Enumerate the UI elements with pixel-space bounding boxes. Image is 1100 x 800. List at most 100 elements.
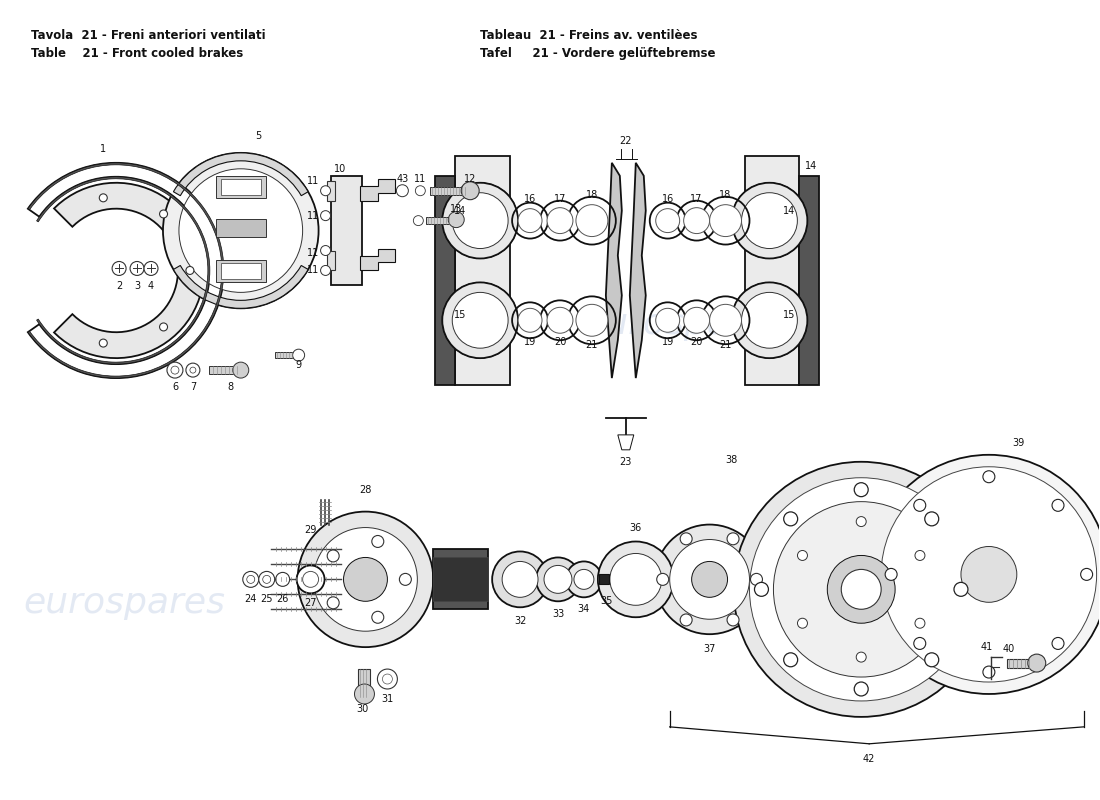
Ellipse shape [656, 209, 680, 233]
Circle shape [502, 562, 538, 598]
Ellipse shape [246, 575, 255, 583]
Ellipse shape [518, 209, 542, 233]
Text: 11: 11 [415, 174, 427, 184]
Circle shape [783, 653, 798, 666]
Bar [598, 574, 609, 584]
Text: 42: 42 [864, 754, 876, 764]
Text: 15: 15 [783, 310, 795, 320]
Circle shape [99, 339, 108, 347]
Ellipse shape [302, 571, 319, 587]
Text: 39: 39 [1013, 438, 1025, 448]
Text: 10: 10 [334, 164, 346, 174]
Bar [433, 550, 488, 610]
Circle shape [160, 323, 167, 331]
Circle shape [755, 582, 769, 596]
Bar [209, 366, 241, 374]
Text: 14: 14 [454, 206, 466, 216]
Ellipse shape [710, 205, 741, 237]
Ellipse shape [452, 193, 508, 249]
Text: 16: 16 [524, 194, 536, 204]
Ellipse shape [320, 186, 331, 196]
Text: 43: 43 [396, 174, 408, 184]
Circle shape [855, 482, 868, 497]
Bar [436, 176, 455, 385]
Circle shape [1052, 638, 1064, 650]
Circle shape [727, 614, 739, 626]
Text: 11: 11 [307, 176, 319, 186]
Text: 5: 5 [255, 131, 262, 141]
Bar [427, 217, 454, 224]
Text: 7: 7 [190, 382, 196, 392]
Ellipse shape [732, 282, 807, 358]
Text: 6: 6 [172, 382, 178, 392]
Circle shape [783, 512, 798, 526]
Ellipse shape [258, 571, 275, 587]
Circle shape [749, 478, 972, 701]
Circle shape [925, 653, 938, 666]
Ellipse shape [414, 216, 424, 226]
Circle shape [372, 611, 384, 623]
Text: eurospares: eurospares [23, 586, 226, 620]
Polygon shape [630, 163, 646, 378]
Text: 3: 3 [134, 282, 140, 291]
Bar [221, 263, 261, 279]
Ellipse shape [186, 363, 200, 377]
Text: 4: 4 [147, 282, 154, 291]
Bar [327, 181, 334, 201]
Circle shape [163, 153, 319, 308]
Circle shape [670, 539, 749, 619]
Ellipse shape [396, 185, 408, 197]
Circle shape [734, 462, 989, 717]
Ellipse shape [297, 566, 324, 594]
Text: 17: 17 [553, 194, 566, 204]
Bar [800, 176, 820, 385]
Circle shape [609, 554, 662, 606]
Text: eurospares: eurospares [583, 307, 785, 342]
Circle shape [869, 455, 1100, 694]
Bar [327, 250, 334, 270]
Ellipse shape [442, 282, 518, 358]
Bar [216, 261, 266, 282]
Ellipse shape [684, 208, 710, 234]
Circle shape [383, 674, 393, 684]
Ellipse shape [547, 307, 573, 334]
Ellipse shape [233, 362, 249, 378]
Circle shape [179, 169, 302, 292]
Circle shape [442, 182, 518, 258]
Text: 16: 16 [661, 194, 674, 204]
Ellipse shape [741, 193, 798, 249]
Wedge shape [174, 266, 308, 308]
Circle shape [914, 499, 926, 511]
Text: 33: 33 [552, 610, 564, 619]
Circle shape [657, 574, 669, 586]
Circle shape [773, 502, 949, 677]
Polygon shape [745, 156, 800, 385]
Wedge shape [28, 163, 223, 378]
Circle shape [327, 597, 339, 609]
Text: 28: 28 [360, 485, 372, 494]
Ellipse shape [461, 182, 480, 200]
Text: 21: 21 [585, 340, 598, 350]
Circle shape [1080, 569, 1092, 580]
Circle shape [574, 570, 594, 590]
Ellipse shape [167, 362, 183, 378]
Circle shape [680, 614, 692, 626]
Circle shape [732, 282, 807, 358]
Text: 30: 30 [356, 704, 369, 714]
Text: 18: 18 [586, 190, 598, 200]
Circle shape [314, 527, 417, 631]
Text: 15: 15 [454, 310, 466, 320]
Wedge shape [36, 177, 210, 364]
Circle shape [855, 682, 868, 696]
Text: 29: 29 [305, 525, 317, 534]
Text: 11: 11 [307, 266, 319, 275]
Bar [1006, 659, 1035, 668]
Circle shape [983, 666, 994, 678]
Ellipse shape [741, 292, 798, 348]
Circle shape [732, 182, 807, 258]
Text: 11: 11 [307, 210, 319, 221]
Text: 17: 17 [691, 194, 703, 204]
Ellipse shape [1027, 654, 1046, 672]
Circle shape [856, 517, 866, 526]
Text: 19: 19 [661, 338, 674, 347]
